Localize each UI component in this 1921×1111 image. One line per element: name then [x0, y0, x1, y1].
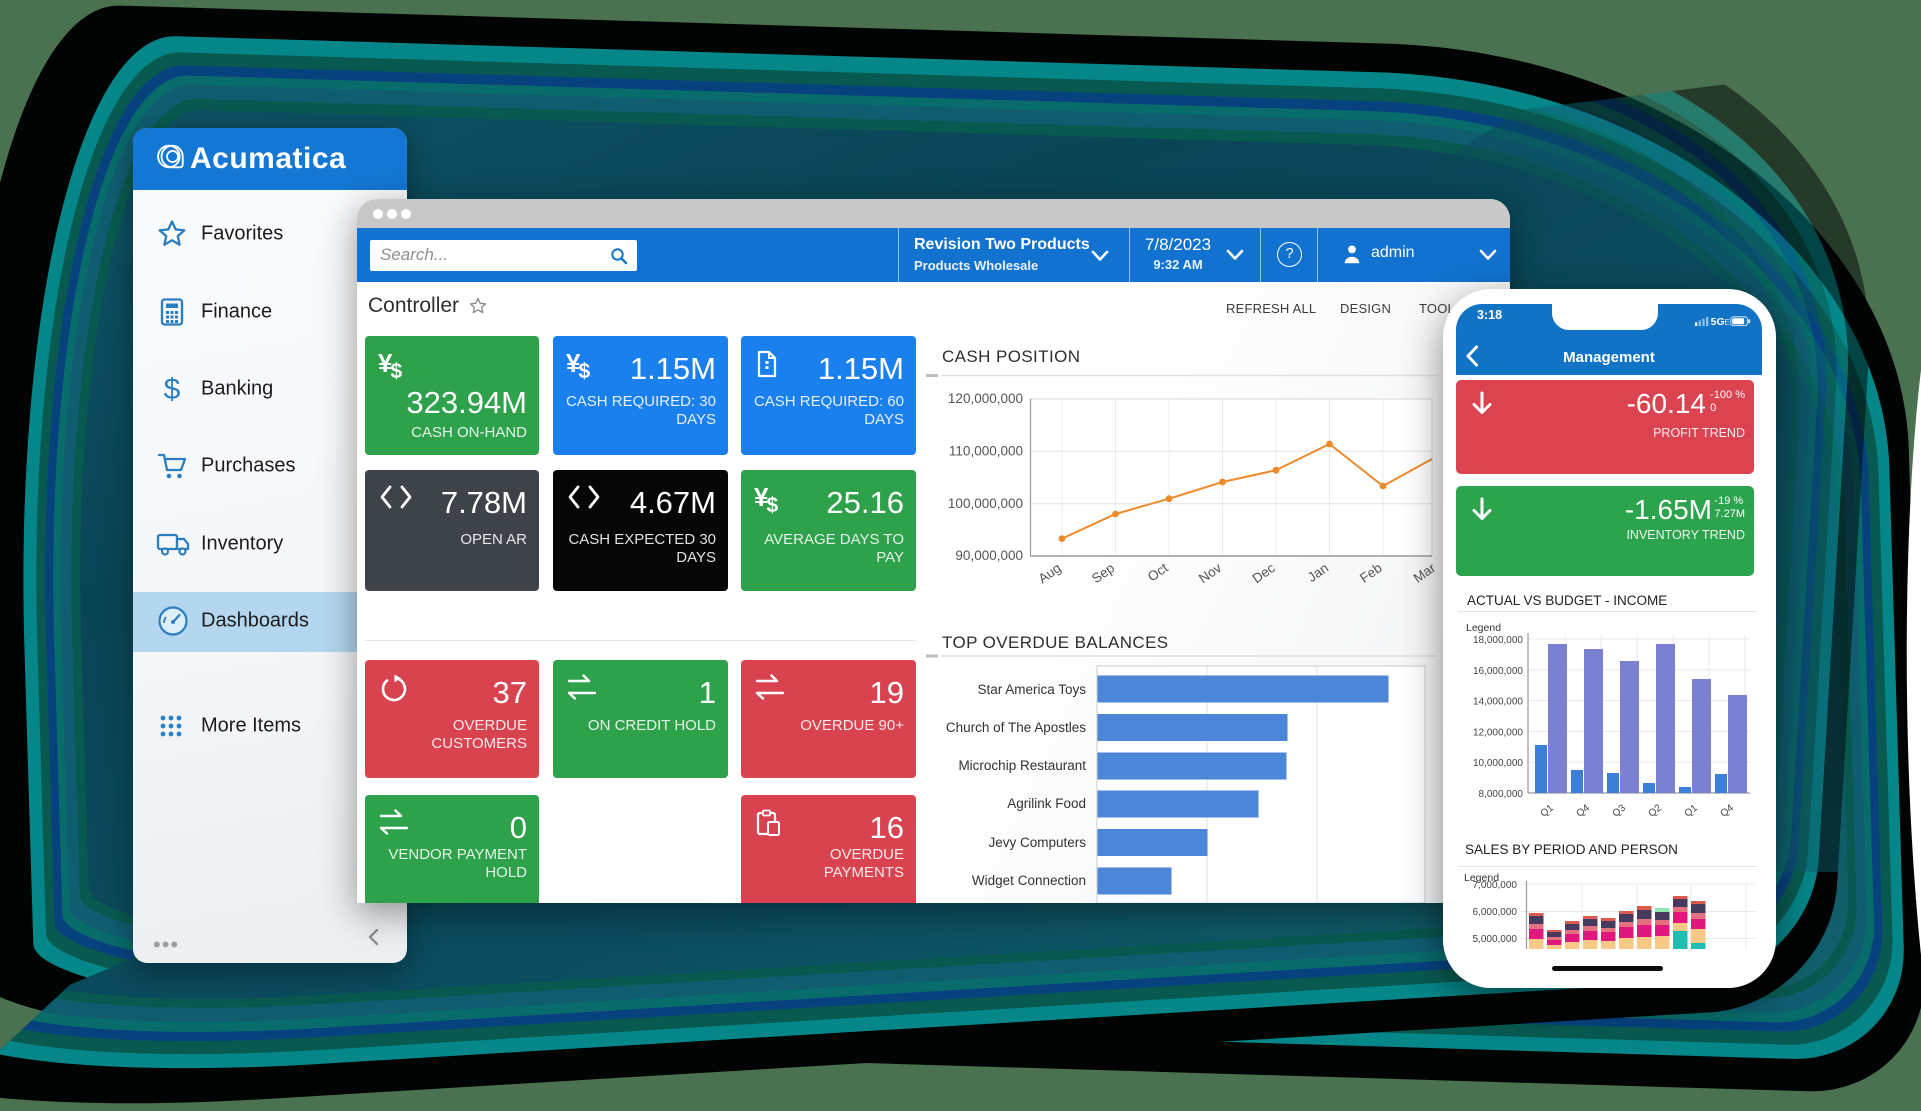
svg-text:110,000,000: 110,000,000	[949, 444, 1023, 459]
svg-text:16,000,000: 16,000,000	[1473, 666, 1523, 677]
svg-text:Legend: Legend	[1464, 872, 1499, 884]
svg-text:TOP OVERDUE BALANCES: TOP OVERDUE BALANCES	[942, 633, 1169, 652]
svg-text:12,000,000: 12,000,000	[1473, 727, 1523, 738]
svg-text:E: E	[1724, 318, 1730, 327]
svg-text:Star America Toys: Star America Toys	[977, 682, 1086, 697]
svg-text:Jan: Jan	[1305, 560, 1331, 585]
svg-text:5G: 5G	[1711, 316, 1725, 327]
svg-text:Widget Connection: Widget Connection	[972, 873, 1086, 888]
svg-text:Q1: Q1	[1539, 802, 1557, 819]
svg-text:7,000,000: 7,000,000	[1473, 880, 1518, 891]
svg-text:Mar: Mar	[1411, 560, 1439, 586]
svg-text:Q4: Q4	[1719, 802, 1737, 819]
svg-text:Dec: Dec	[1249, 560, 1277, 586]
svg-text:Agrilink Food: Agrilink Food	[1007, 796, 1086, 811]
svg-text:Q2: Q2	[1647, 802, 1665, 819]
svg-text:8,000,000: 8,000,000	[1479, 789, 1524, 800]
svg-text:Q3: Q3	[1611, 802, 1629, 819]
svg-text:10,000,000: 10,000,000	[1473, 758, 1523, 769]
svg-text:Q4: Q4	[1575, 802, 1593, 819]
svg-text:6,000,000: 6,000,000	[1473, 907, 1518, 918]
svg-text:Oct: Oct	[1145, 560, 1171, 584]
svg-text:$: $	[164, 373, 181, 405]
svg-text:Nov: Nov	[1196, 560, 1224, 586]
svg-text:Microchip Restaurant: Microchip Restaurant	[958, 758, 1086, 773]
svg-text:Church of The Apostles: Church of The Apostles	[946, 720, 1086, 735]
svg-text:90,000,000: 90,000,000	[955, 548, 1023, 563]
svg-text:Feb: Feb	[1357, 560, 1385, 586]
svg-text:Q1: Q1	[1683, 802, 1701, 819]
svg-text:Jevy Computers: Jevy Computers	[988, 835, 1086, 850]
svg-text:CASH POSITION: CASH POSITION	[942, 347, 1080, 366]
svg-text:Sep: Sep	[1089, 560, 1117, 586]
svg-text:14,000,000: 14,000,000	[1473, 697, 1523, 708]
svg-text:Legend: Legend	[1466, 622, 1501, 634]
svg-text:Aug: Aug	[1035, 560, 1063, 586]
svg-text:100,000,000: 100,000,000	[948, 496, 1023, 511]
svg-text:18,000,000: 18,000,000	[1473, 635, 1523, 646]
svg-text:120,000,000: 120,000,000	[948, 391, 1023, 406]
svg-text:5,000,000: 5,000,000	[1473, 934, 1518, 945]
